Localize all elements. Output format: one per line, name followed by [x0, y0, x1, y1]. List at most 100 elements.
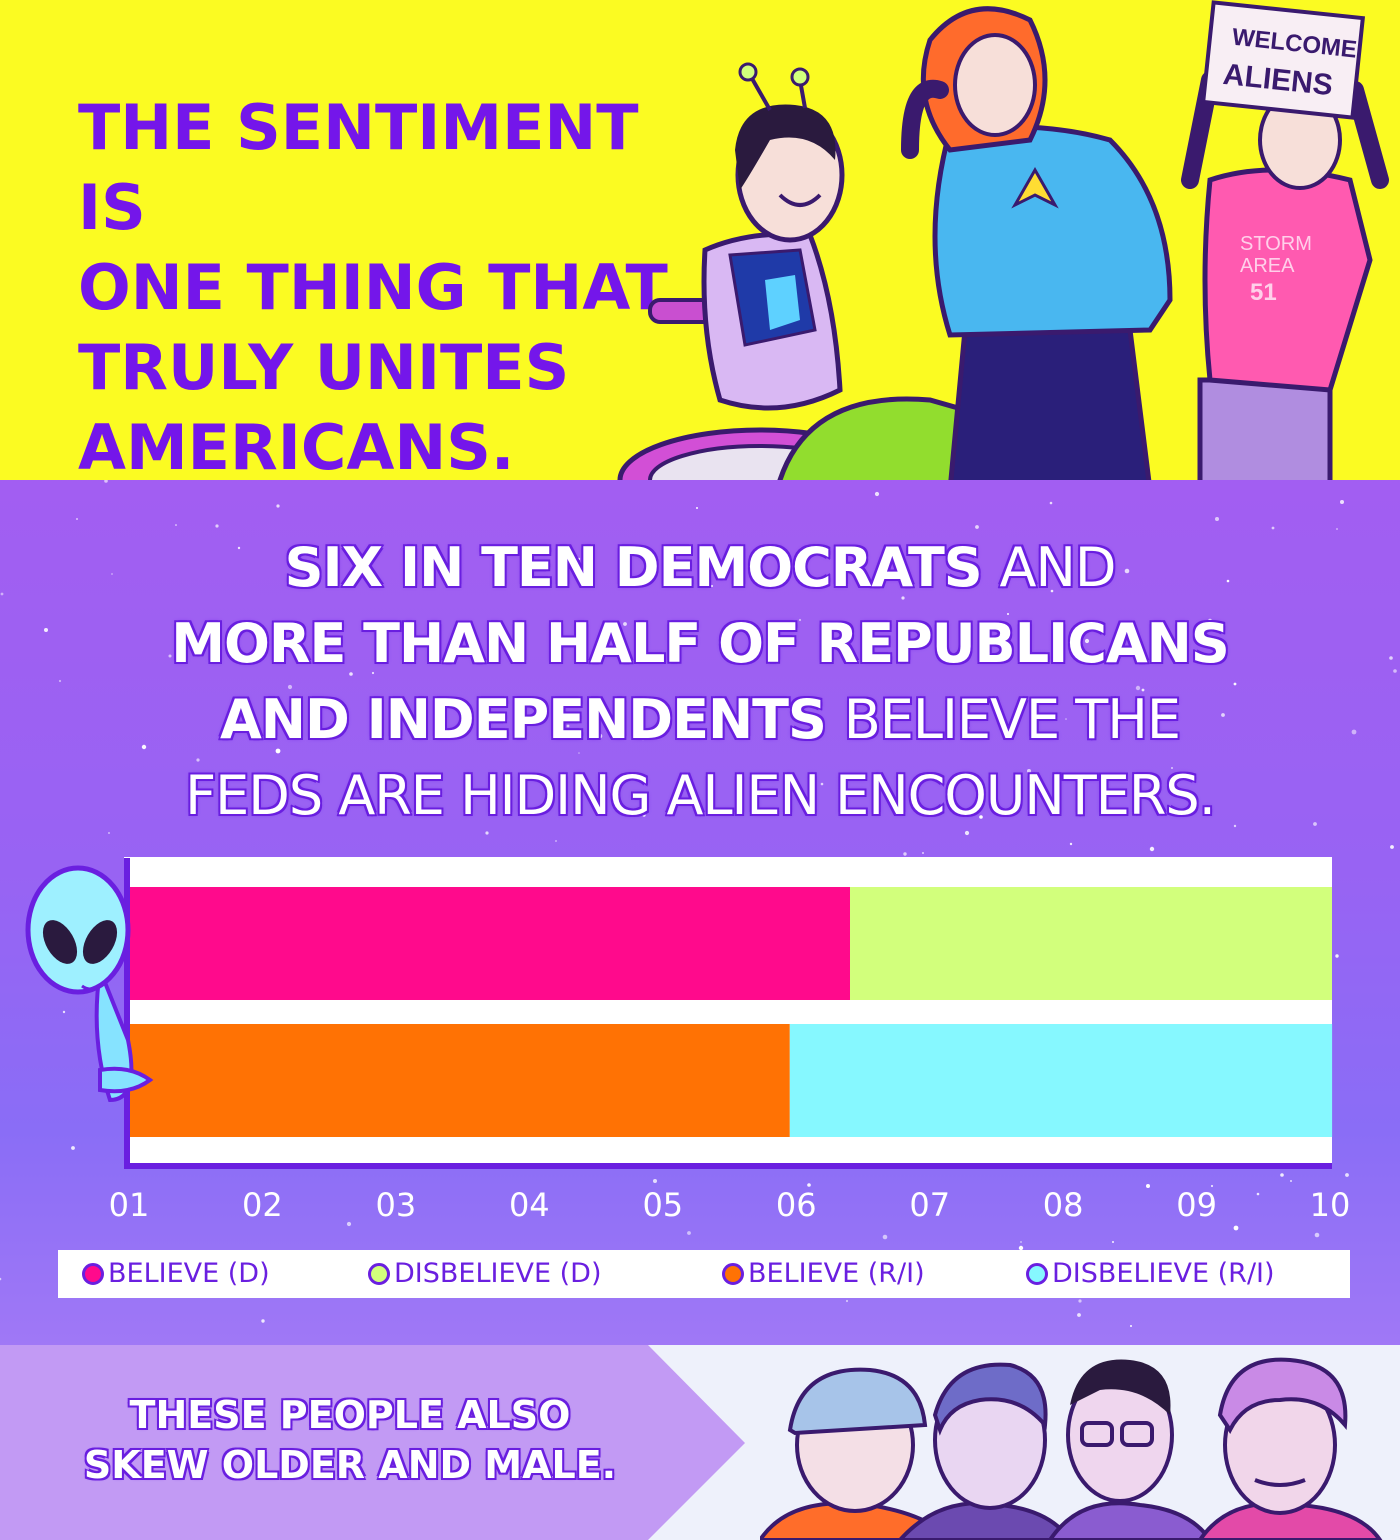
star-dot — [641, 737, 645, 741]
star-dot — [1233, 1225, 1239, 1231]
star-dot — [137, 1207, 141, 1211]
standing-fan-illustration — [901, 6, 1173, 490]
legend-label: BELIEVE (R/I) — [748, 1258, 925, 1289]
star-dot — [1335, 954, 1339, 958]
star-dot — [687, 1231, 691, 1235]
star-dot — [551, 641, 555, 645]
star-dot — [175, 524, 177, 526]
headline-bold: SIX IN TEN DEMOCRATS — [283, 535, 984, 601]
star-dot — [1141, 688, 1145, 692]
headline-bold: MORE THAN HALF OF REPUBLICANS — [170, 611, 1231, 677]
headline-light: BELIEVE THE — [842, 687, 1182, 753]
star-dot — [566, 724, 570, 728]
star-dot — [237, 546, 241, 550]
star-dot — [111, 573, 113, 575]
star-dot — [1215, 517, 1219, 521]
intro-text: THE SENTIMENT IS ONE THING THAT TRULY UN… — [78, 88, 698, 488]
star-dot — [494, 777, 498, 781]
star-dot — [543, 779, 547, 783]
star-dot — [979, 815, 983, 819]
star-dot — [1313, 822, 1317, 826]
bottom-caption: THESE PEOPLE ALSO SKEW OLDER AND MALE. — [30, 1390, 670, 1490]
star-dot — [1233, 682, 1237, 686]
star-dot — [1336, 528, 1338, 530]
star-dot — [966, 726, 970, 730]
star-dot — [499, 547, 503, 551]
legend-item: BELIEVE (R/I) — [722, 1250, 925, 1298]
star-dot — [798, 618, 802, 622]
star-dot — [1069, 842, 1073, 846]
star-dot — [1050, 589, 1054, 593]
man-with-curly-hair-illustration — [1197, 1357, 1383, 1540]
x-tick-label: 05 — [642, 1186, 683, 1224]
star-dot — [104, 480, 108, 483]
star-dot — [922, 852, 924, 854]
star-dot — [964, 830, 970, 836]
x-tick-label: 10 — [1310, 1186, 1351, 1224]
star-dot — [691, 585, 693, 587]
star-dot — [1084, 638, 1090, 644]
legend-label: BELIEVE (D) — [108, 1258, 270, 1289]
star-dot — [76, 518, 78, 520]
star-dot — [975, 525, 979, 529]
star-dot — [215, 524, 219, 528]
star-dot — [696, 507, 698, 509]
x-tick-label: 09 — [1176, 1186, 1217, 1224]
bottom-caption-line: THESE PEOPLE ALSO — [129, 1393, 571, 1437]
shirt-text: AREA — [1240, 255, 1295, 277]
star-dot — [346, 1221, 352, 1227]
star-dot — [1389, 656, 1393, 660]
star-dot — [275, 748, 281, 754]
shirt-text: 51 — [1250, 279, 1277, 306]
star-dot — [44, 628, 48, 632]
star-dot — [141, 744, 147, 750]
legend-label: DISBELIEVE (D) — [394, 1258, 602, 1289]
star-dot — [1123, 628, 1125, 630]
star-dot — [845, 1299, 849, 1303]
star-dot — [820, 782, 824, 786]
star-dot — [1271, 526, 1275, 530]
star-dot — [1065, 718, 1067, 720]
star-dot — [1049, 501, 1053, 505]
star-dot — [58, 679, 62, 683]
top-panel: THE SENTIMENT IS ONE THING THAT TRULY UN… — [0, 0, 1400, 490]
star-dot — [807, 1183, 811, 1187]
star-dot — [71, 1146, 75, 1150]
star-dot — [1210, 1184, 1214, 1188]
star-dot — [62, 1010, 66, 1014]
star-dot — [1130, 1325, 1132, 1327]
x-tick-label: 02 — [242, 1186, 283, 1224]
star-dot — [1226, 579, 1230, 583]
chart-bars — [127, 887, 1333, 1137]
legend-swatch — [1026, 1263, 1048, 1285]
star-dot — [597, 733, 603, 739]
star-dot — [1351, 729, 1357, 735]
legend-item: DISBELIEVE (D) — [368, 1250, 602, 1298]
star-dot — [903, 852, 907, 856]
star-dot — [901, 596, 905, 600]
star-dot — [1018, 1245, 1024, 1251]
legend-swatch — [368, 1263, 390, 1285]
x-tick-label: 01 — [109, 1186, 150, 1224]
star-dot — [1314, 1232, 1320, 1238]
star-dot — [577, 557, 581, 561]
star-dot — [1345, 1173, 1349, 1177]
star-dot — [0, 592, 4, 596]
star-dot — [1007, 613, 1009, 615]
headline-bold: AND INDEPENDENTS — [219, 687, 829, 753]
star-dot — [623, 622, 627, 626]
arrow-banner — [0, 1345, 745, 1540]
star-dot — [1149, 846, 1155, 852]
legend-item: BELIEVE (D) — [82, 1250, 270, 1298]
man-with-cap-illustration — [760, 1367, 953, 1540]
x-tick-label: 03 — [376, 1186, 417, 1224]
star-dot — [1233, 824, 1237, 828]
star-dot — [578, 752, 580, 754]
star-dot — [1027, 769, 1031, 773]
star-dot — [1221, 713, 1225, 717]
star-dot — [555, 840, 557, 842]
star-dot — [168, 654, 172, 658]
shirt-text: STORM — [1240, 233, 1312, 255]
alien-illustration — [25, 865, 154, 1103]
stacked-bar-chart: 01 02 03 04 05 06 07 08 09 10 — [25, 857, 1351, 1224]
